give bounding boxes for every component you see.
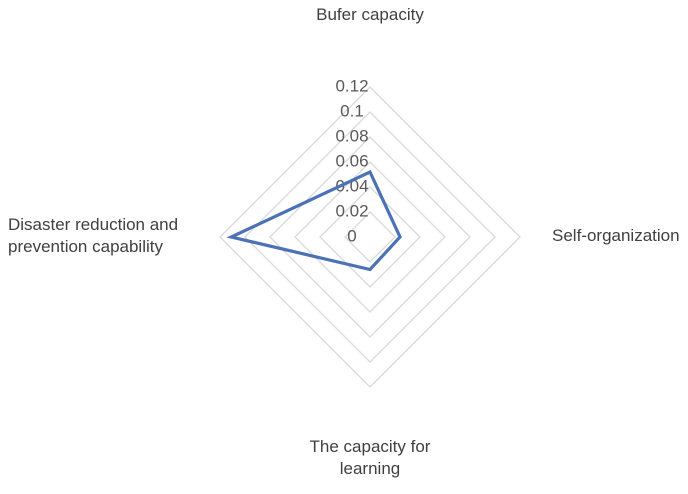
tick-label: 0.04 <box>335 176 368 195</box>
axis-label-2: Self-organization <box>552 226 680 245</box>
tick-label: 0 <box>347 226 356 245</box>
grid-ring-2 <box>319 186 421 288</box>
tick-label: 0.12 <box>335 76 368 95</box>
radial-tick-labels: 0 0.02 0.04 0.06 0.08 0.1 0.12 <box>335 76 368 245</box>
series-layer <box>226 169 402 272</box>
grid-ring-4 <box>269 136 471 338</box>
series-polygon-0 <box>226 169 402 272</box>
tick-label: 0.08 <box>335 126 368 145</box>
axis-label-3: The capacity for learning <box>310 437 431 478</box>
axis-label-1: Bufer capacity <box>316 5 424 24</box>
grid-ring-6 <box>219 86 521 388</box>
tick-label: 0.1 <box>340 101 364 120</box>
axis-label-4: Disaster reduction and prevention capabil… <box>8 215 178 256</box>
grid-ring-5 <box>244 111 496 363</box>
radar-grid <box>219 86 521 388</box>
tick-label: 0.06 <box>335 151 368 170</box>
grid-ring-1 <box>344 211 396 263</box>
tick-label: 0.02 <box>335 201 368 220</box>
grid-ring-3 <box>294 161 446 313</box>
axis-labels: Bufer capacity Self-organization The capac… <box>8 5 680 478</box>
